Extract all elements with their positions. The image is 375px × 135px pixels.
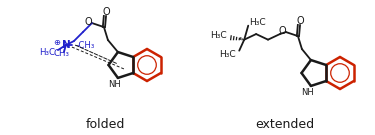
Text: ⊕: ⊕ [53,38,60,47]
Text: ,: , [238,31,242,41]
Text: H₃C: H₃C [249,18,266,27]
Text: CH₃: CH₃ [54,49,70,58]
Text: O: O [296,16,304,26]
Text: extended: extended [255,117,315,131]
Text: NH: NH [302,88,314,97]
Text: folded: folded [85,117,124,131]
Text: O: O [278,26,286,36]
Text: N: N [62,40,70,50]
Text: H₃C: H₃C [39,48,55,57]
Text: H₃C: H₃C [211,31,227,40]
Text: –CH₃: –CH₃ [75,40,95,50]
Text: H₃C: H₃C [220,50,236,59]
Text: O: O [102,7,110,17]
Text: NH: NH [108,80,121,90]
Text: O: O [84,17,92,27]
